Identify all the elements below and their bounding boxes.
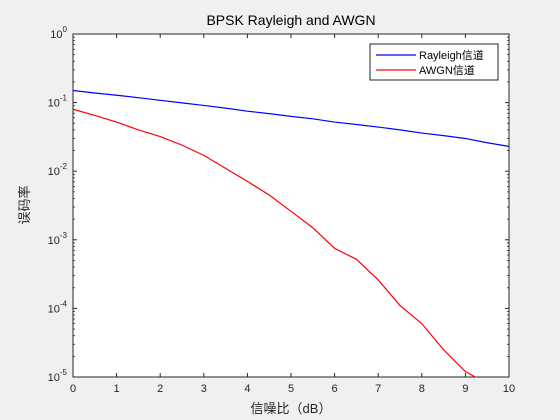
- y-tick-label: 10-1: [48, 94, 68, 110]
- y-tick-exponent: -4: [60, 299, 68, 308]
- x-tick-label: 7: [375, 383, 381, 395]
- legend-awgn-label: AWGN信道: [419, 63, 475, 77]
- y-tick-exponent: -3: [60, 231, 68, 240]
- y-tick-label: 100: [50, 25, 67, 41]
- plot-area: [72, 33, 510, 378]
- series-line-rayleigh: [73, 89, 509, 147]
- y-tick-exponent: -5: [60, 368, 68, 377]
- y-tick-base: 10: [48, 303, 60, 315]
- x-tick-label: 0: [70, 383, 76, 395]
- y-tick-base: 10: [48, 372, 60, 384]
- y-axis-label: 误码率: [17, 185, 32, 224]
- x-tick-label: 1: [114, 383, 120, 395]
- x-axis-ticks: 0 1 2 3 4 5 6 7 8 9 10: [70, 34, 515, 395]
- series-layer: [73, 89, 509, 377]
- x-tick-label: 2: [157, 383, 163, 395]
- x-tick-label: 6: [332, 383, 338, 395]
- x-tick-label: 5: [288, 383, 294, 395]
- x-tick-label: 9: [462, 383, 468, 395]
- y-tick-exponent: 0: [63, 25, 68, 34]
- y-tick-label: 10-3: [48, 231, 68, 247]
- y-tick-label: 10-4: [48, 299, 68, 315]
- y-tick-exponent: -1: [60, 94, 68, 103]
- y-tick-label: 10-5: [48, 368, 68, 384]
- x-tick-label: 4: [244, 383, 250, 395]
- y-tick-exponent: -2: [60, 162, 68, 171]
- x-axis-label: 信噪比（dB）: [251, 401, 332, 416]
- chart-title: BPSK Rayleigh and AWGN: [206, 12, 375, 28]
- x-tick-label: 10: [503, 383, 515, 395]
- y-tick-base: 10: [48, 235, 60, 247]
- x-tick-label: 3: [201, 383, 207, 395]
- series-line-awgn: [73, 108, 477, 377]
- legend: Rayleigh信道 AWGN信道: [369, 43, 499, 81]
- y-tick-base: 10: [50, 29, 62, 41]
- y-tick-label: 10-2: [48, 162, 68, 178]
- legend-rayleigh-label: Rayleigh信道: [419, 48, 484, 62]
- y-tick-base: 10: [48, 98, 60, 110]
- x-tick-label: 8: [419, 383, 425, 395]
- legend-box: [369, 43, 499, 81]
- y-tick-base: 10: [48, 166, 60, 178]
